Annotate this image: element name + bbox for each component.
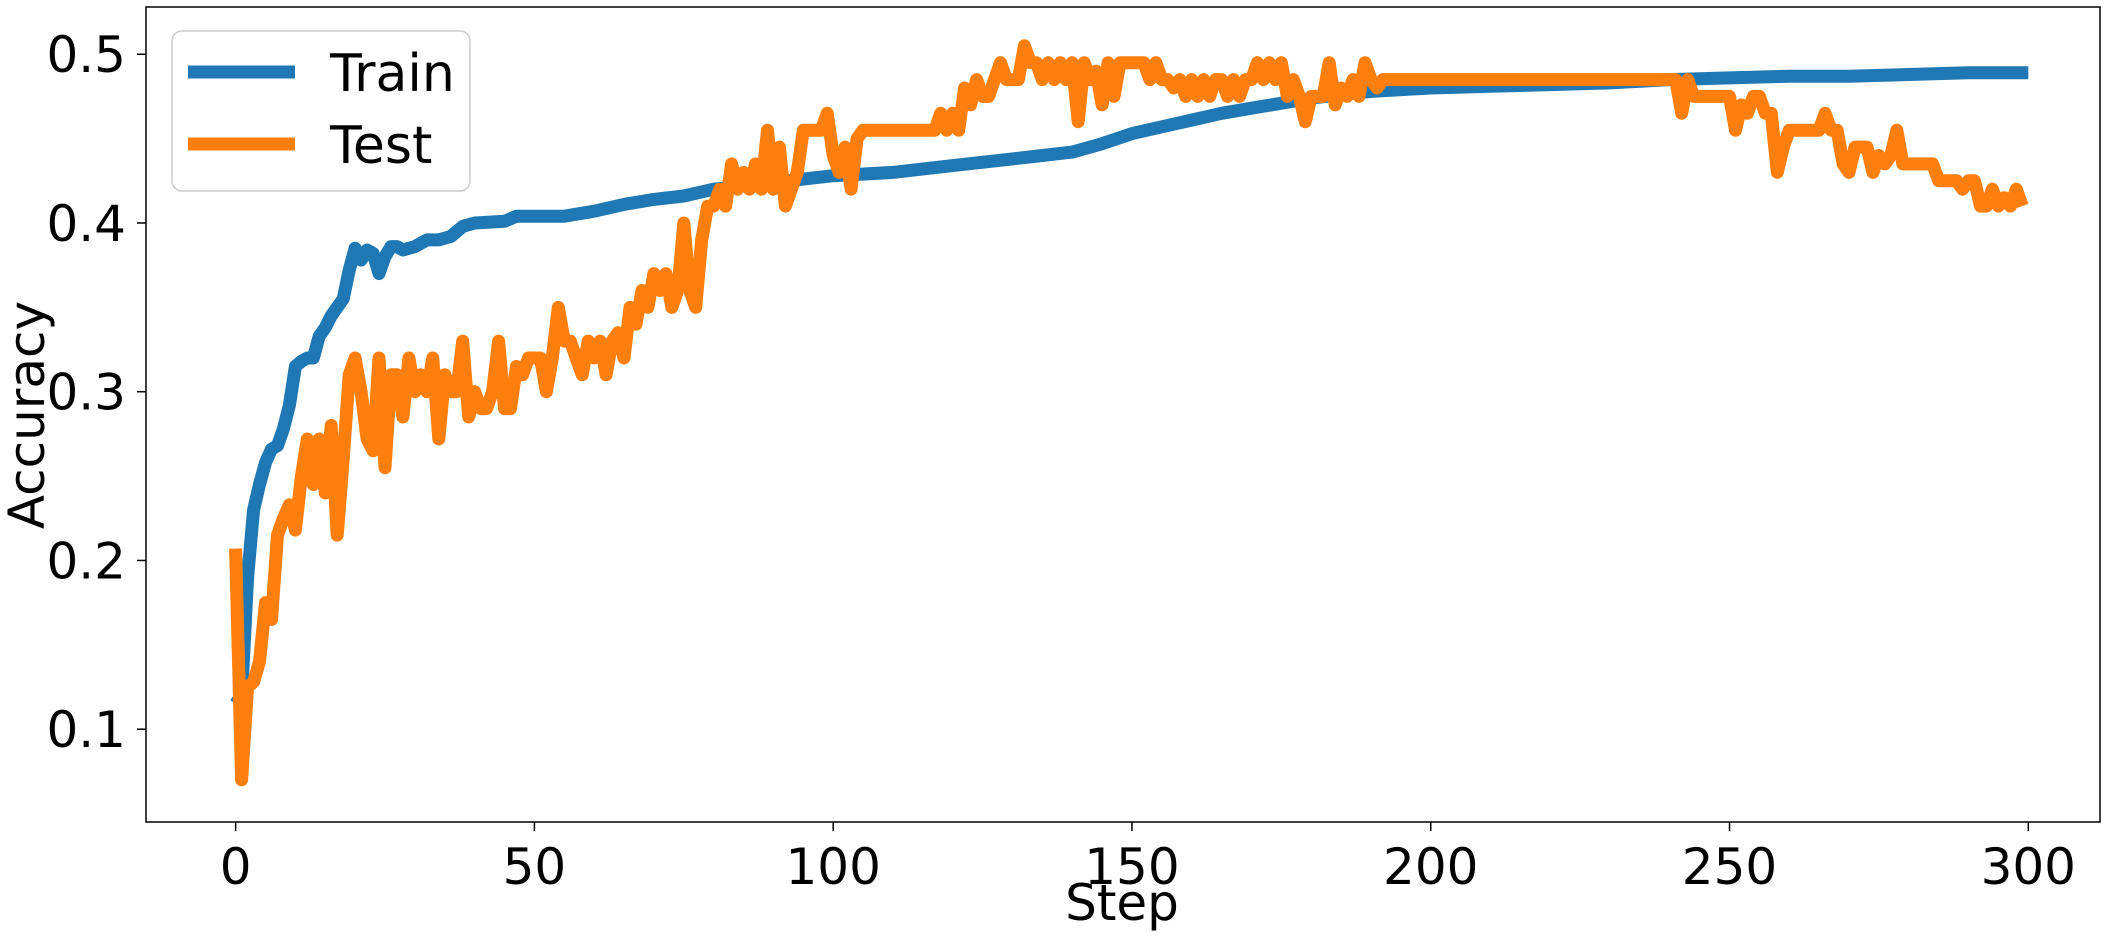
y-tick-label: 0.3 [46, 364, 126, 422]
x-axis: 0 50 100 150 200 250 300 [220, 822, 2076, 896]
x-axis-label: Step [1065, 874, 1179, 932]
x-tick-label: 300 [1981, 838, 2076, 896]
x-tick-label: 250 [1682, 838, 1777, 896]
x-tick-label: 200 [1383, 838, 1478, 896]
series-layer [229, 39, 2029, 787]
y-tick-label: 0.2 [46, 532, 126, 590]
legend-label-train: Train [329, 44, 455, 104]
x-tick-label: 50 [503, 838, 567, 896]
y-axis-label: Accuracy [0, 301, 56, 529]
y-tick-label: 0.4 [46, 195, 126, 253]
legend-label-test: Test [329, 116, 432, 176]
y-axis: 0.1 0.2 0.3 0.4 0.5 [46, 26, 146, 759]
legend: Train Test [171, 30, 471, 192]
x-tick-label: 0 [220, 838, 252, 896]
y-tick-label: 0.5 [46, 26, 126, 84]
series-line-test [229, 39, 2029, 787]
y-tick-label: 0.1 [46, 701, 126, 759]
x-tick-label: 100 [785, 838, 880, 896]
x-tick-label: 150 [1084, 838, 1179, 896]
